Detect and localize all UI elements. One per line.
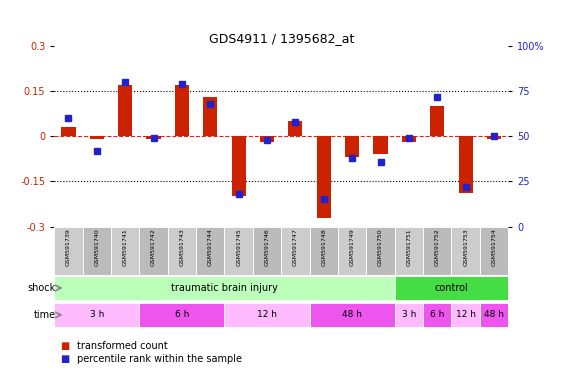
Bar	[423, 303, 452, 327]
Bar	[487, 136, 501, 139]
Bar	[395, 276, 508, 300]
Title: GDS4911 / 1395682_at: GDS4911 / 1395682_at	[208, 32, 354, 45]
Text: time: time	[34, 310, 55, 320]
Text: GSM591744: GSM591744	[208, 228, 213, 266]
Text: 6 h: 6 h	[175, 310, 189, 319]
Text: GSM591743: GSM591743	[179, 228, 184, 266]
Bar	[338, 227, 367, 275]
Bar	[480, 227, 508, 275]
Bar	[168, 227, 196, 275]
Bar	[54, 276, 395, 300]
Text: 12 h: 12 h	[257, 310, 277, 319]
Text: GSM591749: GSM591749	[349, 228, 355, 266]
Text: GSM591739: GSM591739	[66, 228, 71, 266]
Text: 12 h: 12 h	[456, 310, 476, 319]
Bar	[83, 227, 111, 275]
Bar	[61, 127, 75, 136]
Bar	[309, 227, 338, 275]
Bar	[260, 136, 274, 142]
Bar	[452, 303, 480, 327]
Bar	[224, 303, 309, 327]
Bar	[395, 227, 423, 275]
Bar	[459, 136, 473, 194]
Text: GSM591750: GSM591750	[378, 228, 383, 266]
Bar	[175, 85, 189, 136]
Text: shock: shock	[27, 283, 55, 293]
Bar	[54, 303, 139, 327]
Bar	[281, 227, 309, 275]
Bar	[139, 303, 224, 327]
Text: traumatic brain injury: traumatic brain injury	[171, 283, 278, 293]
Text: 48 h: 48 h	[484, 310, 504, 319]
Text: 3 h: 3 h	[402, 310, 416, 319]
Bar	[232, 136, 246, 197]
Text: 6 h: 6 h	[430, 310, 444, 319]
Bar	[345, 136, 359, 157]
Text: GSM591746: GSM591746	[264, 228, 270, 266]
Bar	[196, 227, 224, 275]
Bar	[111, 227, 139, 275]
Bar	[402, 136, 416, 142]
Bar	[423, 227, 452, 275]
Text: GSM591751: GSM591751	[407, 228, 411, 266]
Bar	[146, 136, 160, 139]
Bar	[317, 136, 331, 217]
Bar	[203, 97, 218, 136]
Bar	[367, 227, 395, 275]
Text: GSM591747: GSM591747	[293, 228, 298, 266]
Bar	[480, 303, 508, 327]
Text: GSM591748: GSM591748	[321, 228, 326, 266]
Text: 3 h: 3 h	[90, 310, 104, 319]
Bar	[373, 136, 388, 154]
Bar	[118, 85, 132, 136]
Text: GSM591753: GSM591753	[463, 228, 468, 266]
Bar	[139, 227, 168, 275]
Bar	[224, 227, 253, 275]
Bar	[395, 303, 423, 327]
Bar	[90, 136, 104, 139]
Text: GSM591742: GSM591742	[151, 228, 156, 266]
Bar	[430, 106, 444, 136]
Text: percentile rank within the sample: percentile rank within the sample	[77, 354, 242, 364]
Text: 48 h: 48 h	[342, 310, 362, 319]
Text: ■: ■	[60, 354, 69, 364]
Text: transformed count: transformed count	[77, 341, 168, 351]
Text: GSM591745: GSM591745	[236, 228, 241, 266]
Bar	[54, 227, 83, 275]
Text: control: control	[435, 283, 468, 293]
Text: GSM591752: GSM591752	[435, 228, 440, 266]
Text: GSM591754: GSM591754	[492, 228, 497, 266]
Bar	[253, 227, 281, 275]
Text: GSM591741: GSM591741	[123, 228, 128, 266]
Bar	[288, 121, 303, 136]
Bar	[309, 303, 395, 327]
Bar	[452, 227, 480, 275]
Text: ■: ■	[60, 341, 69, 351]
Text: GSM591740: GSM591740	[94, 228, 99, 266]
